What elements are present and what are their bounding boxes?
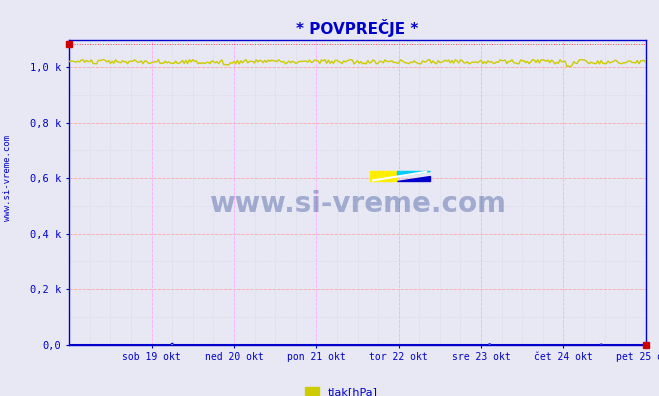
Bar: [370, 171, 397, 181]
Text: www.si-vreme.com: www.si-vreme.com: [3, 135, 13, 221]
Legend: tlak[hPa], padavine[mm]: tlak[hPa], padavine[mm]: [301, 382, 415, 396]
Title: * POVPREČJE *: * POVPREČJE *: [297, 19, 418, 37]
Polygon shape: [397, 176, 430, 181]
Text: www.si-vreme.com: www.si-vreme.com: [209, 190, 506, 218]
Polygon shape: [397, 171, 430, 176]
